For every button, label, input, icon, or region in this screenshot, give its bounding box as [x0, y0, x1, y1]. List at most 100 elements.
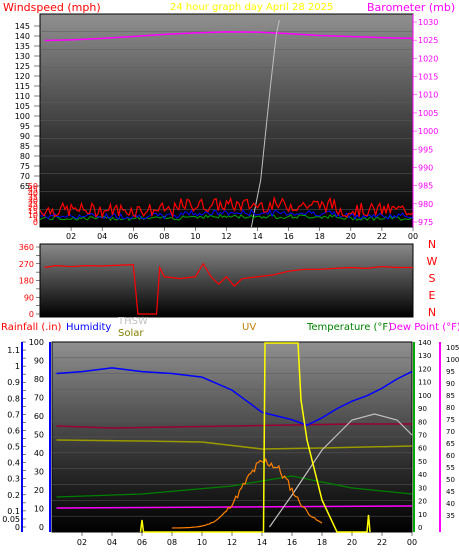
humidity-tick-label: 50 — [34, 431, 44, 440]
uv-line — [139, 342, 371, 533]
humidity-tick-label: 60 — [34, 412, 44, 421]
windspeed-tick-label: 100 — [15, 112, 30, 121]
dewpoint-tick-label: 80 — [446, 404, 455, 412]
humidity-tick-label: 0 — [39, 523, 44, 532]
windspeed-tick-label: 90 — [20, 132, 30, 141]
dewpoint-tick-label: 95 — [446, 368, 455, 376]
temperature-tick-label: 90 — [418, 405, 427, 413]
rainfall-label: Rainfall (.in) — [1, 322, 62, 333]
wind-speed-line — [39, 195, 414, 220]
panel3-series — [56, 342, 413, 533]
barometer-line — [44, 31, 414, 42]
barometer-axis-label: Barometer (mb) — [367, 1, 455, 14]
dewpoint-tick-label: 45 — [446, 488, 455, 496]
rainfall-tick-label: 0.9 — [7, 378, 20, 387]
time-axis-bottom: 02 04 06 08 10 12 14 16 18 20 22 00 — [77, 532, 417, 547]
time-tick-label: 10 — [197, 538, 207, 547]
time-tick-label: 12 — [227, 538, 237, 547]
rainfall-tick-label: 0.7 — [7, 410, 20, 419]
windspeed-tick-label: 120 — [15, 72, 30, 81]
windspeed-tick-label: 105 — [15, 102, 30, 111]
barometer-tick-label: 995 — [418, 145, 433, 154]
temperature-tick-label: 70 — [418, 432, 427, 440]
dewpoint-tick-label: 100 — [446, 356, 459, 364]
dewpoint-tick-label: 55 — [446, 464, 455, 472]
time-tick-label: 06 — [137, 538, 147, 547]
temperature-tick-label: 20 — [418, 498, 427, 506]
time-tick-label: 18 — [315, 232, 325, 241]
windspeed-tick-label: 70 — [20, 172, 30, 181]
windspeed-tick-label: 85 — [20, 142, 30, 151]
graph-title: 24 hour graph day April 28 2025 — [170, 2, 333, 13]
barometer-tick-label: 1005 — [418, 109, 438, 118]
dewpoint-tick-label: 50 — [446, 476, 455, 484]
barometer-tick-label: 1030 — [418, 18, 438, 27]
time-tick-label: 16 — [287, 538, 297, 547]
windspeed-tick-label: 65 — [20, 182, 30, 191]
panel2-background — [39, 243, 414, 318]
rainfall-tick-label: 0.8 — [7, 394, 20, 403]
windspeed-tick-label: 145 — [15, 22, 30, 31]
time-axis-top: 02 04 06 08 10 12 14 16 18 20 22 00 — [66, 227, 418, 241]
dewpoint-tick-label: 105 — [446, 344, 459, 352]
temperature-label: Temperature (°F) — [306, 322, 392, 333]
rainfall-line — [56, 505, 413, 509]
temperature-tick-label: 40 — [418, 471, 427, 479]
panel-bottom: 00.050.10.20.30.40.50.60.70.80.911.10102… — [2, 338, 459, 533]
time-tick-label: 00 — [408, 232, 418, 241]
dewpoint-tick-label: 40 — [446, 500, 455, 508]
windspeed-low-tick-label: 50 — [28, 182, 38, 191]
compass-label: N — [428, 238, 436, 251]
barometer-tick-label: 1010 — [418, 91, 438, 100]
compass-label: E — [429, 289, 436, 302]
solar-line — [56, 439, 413, 450]
windspeed-tick-label: 130 — [15, 52, 30, 61]
wind-direction-axis: 0 90 180 270 360 — [19, 243, 40, 319]
barometer-tick-label: 990 — [418, 163, 433, 172]
temperature-tick-label: 130 — [418, 352, 431, 360]
time-tick-label: 14 — [252, 232, 262, 241]
humidity-line — [56, 367, 413, 427]
windspeed-low-tick-label: 15 — [28, 207, 38, 216]
time-tick-label: 06 — [128, 232, 138, 241]
dewpoint-line — [56, 423, 412, 429]
humidity-tick-label: 100 — [29, 338, 44, 347]
windspeed-tick-label: 95 — [20, 122, 30, 131]
time-tick-label: 00 — [407, 538, 417, 547]
rainfall-tick-label: 0.6 — [7, 426, 20, 435]
rainfall-tick-label: 0.2 — [7, 491, 20, 500]
gray-trend-line — [250, 19, 280, 228]
time-tick-label: 14 — [257, 538, 267, 547]
barometer-tick-label: 985 — [418, 182, 433, 191]
windspeed-axis-label: Windspeed (mph) — [3, 1, 101, 14]
rainfall-tick-label: 0.05 — [2, 515, 20, 524]
humidity-tick-label: 80 — [34, 375, 44, 384]
humidity-tick-label: 30 — [34, 468, 44, 477]
rainfall-tick-label: 0 — [15, 523, 20, 532]
time-tick-label: 10 — [190, 232, 200, 241]
dewpoint-tick-label: 90 — [446, 380, 455, 388]
windspeed-low-tick-label: 25 — [28, 200, 38, 209]
time-tick-label: 02 — [66, 232, 76, 241]
temperature-tick-label: 110 — [418, 379, 431, 387]
windspeed-tick-label: 75 — [20, 162, 30, 171]
time-tick-label: 08 — [159, 232, 169, 241]
panel3-axes: 00.050.10.20.30.40.50.60.70.80.911.10102… — [2, 338, 459, 532]
windspeed-low-tick-label: 45 — [28, 186, 38, 195]
time-tick-label: 02 — [77, 538, 87, 547]
windspeed-low-tick-label: 20 — [28, 204, 38, 213]
panel1-grid — [40, 31, 413, 210]
rainfall-tick-label: 0.5 — [7, 443, 20, 452]
humidity-label: Humidity — [66, 322, 111, 333]
windspeed-low-tick-label: 40 — [28, 189, 38, 198]
humidity-tick-label: 20 — [34, 486, 44, 495]
temperature-tick-label: 80 — [418, 418, 427, 426]
time-tick-label: 22 — [377, 538, 387, 547]
temperature-line — [56, 475, 413, 498]
humidity-tick-label: 70 — [34, 394, 44, 403]
rainfall-tick-label: 0.1 — [7, 507, 20, 516]
compass-label: S — [429, 272, 436, 285]
thsw-line — [269, 413, 413, 528]
